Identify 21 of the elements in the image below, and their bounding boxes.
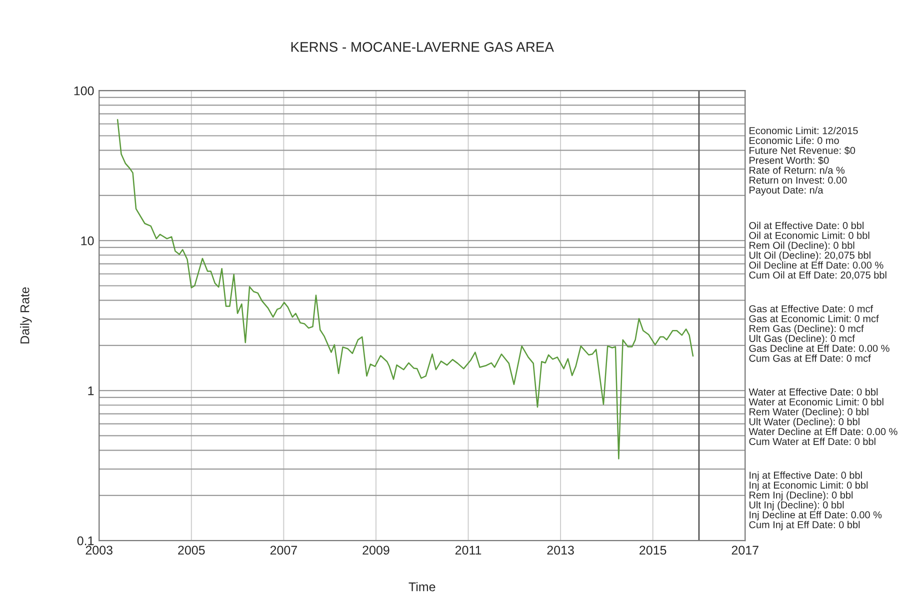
- text: Inj at Effective Date: 0 bbl Inj at Economic Limit: 0 bbl Rem Inj (Decline): 0 bbl Ult Inj (Decline): 0 bbl Inj Decline at Eff Date: 0.00 % Cum Inj at Eff Date: 0 bbl: [749, 471, 882, 530]
- x-axis-title: Time: [408, 582, 436, 592]
- text: Gas at Effective Date: 0 mcf Gas at Economic Limit: 0 mcf Rem Gas (Decline): 0 mcf Ult Gas (Decline): 0 mcf Gas Decline at Eff Date: 0.00 % Cum Gas at Eff Date: 0 mcf: [749, 304, 890, 362]
- y-tick-label: 0.1: [77, 536, 94, 546]
- x-tick-label: 2003: [86, 546, 112, 555]
- y-tick-label: 1: [88, 386, 94, 396]
- y-tick-label: 100: [74, 86, 94, 96]
- text: Water at Effective Date: 0 bbl Water at Economic Limit: 0 bbl Rem Water (Decline): 0 bbl Ult Water (Decline): 0 bbl Water Decline at Eff Date: 0.00 % Cum Water at Eff Date: 0 bbl: [748, 388, 898, 446]
- y-tick-label: 10: [81, 236, 94, 246]
- x-tick-label: 2011: [455, 546, 482, 555]
- x-tick-label: 2007: [270, 546, 297, 555]
- x-tick-label: 2015: [640, 546, 666, 555]
- chart-title: KERNS - MOCANE-LAVERNE GAS AREA: [291, 42, 554, 52]
- x-tick-label: 2013: [547, 546, 574, 555]
- x-tick-label: 2005: [178, 546, 205, 555]
- x-tick-label: 2017: [732, 546, 758, 555]
- y-axis-title: Daily Rate: [20, 287, 32, 344]
- text: Oil at Effective Date: 0 bbl Oil at Economic Limit: 0 bbl Rem Oil (Decline): 0 bbl Ult Oil (Decline): 20,075 bbl Oil Decline at Eff Date: 0.00 % Cum Oil at Eff Date: 20,075 bbl: [749, 222, 886, 280]
- line-series: [116, 119, 694, 460]
- x-tick-label: 2009: [362, 546, 390, 555]
- text: Economic Limit: 12/2015 Economic Life: 0 mo Future Net Revenue: $0 Present Worth: $0 Rate of Return: n/a % Return on Invest: 0.00 Payout Date: n/a: [750, 126, 858, 196]
